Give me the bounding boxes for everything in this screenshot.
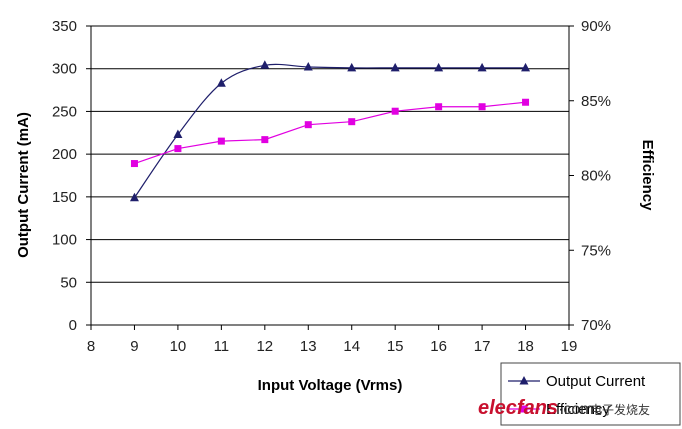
x-tick-label: 10 [170, 338, 187, 355]
legend: Output Current Efficiency [500, 362, 681, 426]
legend-swatch-marker [520, 405, 528, 413]
x-tick-label: 11 [214, 338, 230, 355]
grid-lines [91, 68, 569, 283]
y-tick-label: 50 [60, 274, 77, 291]
y2-tick-label: 75% [581, 242, 611, 259]
data-point-output-current [390, 62, 400, 72]
legend-label: Output Current [546, 373, 646, 390]
data-point-efficiency [217, 137, 225, 145]
data-point-output-current [129, 192, 139, 202]
data-point-efficiency [348, 118, 356, 126]
data-point-efficiency [130, 160, 138, 168]
x-tick-label: 8 [87, 338, 95, 355]
data-point-efficiency [304, 121, 312, 129]
y2-axis-ticks: 70% 75% 80% 85% 90% [569, 18, 611, 334]
watermark: elecfans·com 电子发烧友 [478, 397, 650, 419]
y-tick-label: 250 [52, 103, 77, 120]
data-point-efficiency [261, 136, 269, 144]
data-point-output-current [521, 62, 531, 72]
x-tick-label: 12 [256, 338, 273, 355]
y2-tick-label: 85% [581, 93, 611, 110]
watermark-brand: elecfans·com [478, 397, 594, 419]
series-line-efficiency [134, 101, 526, 165]
x-tick-label: 14 [343, 338, 360, 355]
watermark-chinese: 电子发烧友 [590, 402, 650, 417]
legend-item-output-current: Output Current [508, 373, 646, 390]
y-tick-label: 100 [52, 232, 77, 249]
y-axis-title: Output Current (mA) [15, 112, 32, 258]
x-tick-label: 9 [130, 338, 138, 355]
x-tick-label: 13 [300, 338, 317, 355]
y-tick-label: 300 [52, 61, 77, 78]
legend-label: Efficiency [546, 401, 610, 418]
legend-swatch-marker [519, 376, 529, 385]
data-point-efficiency [435, 103, 443, 111]
legend-box [500, 362, 681, 426]
data-point-efficiency [522, 98, 530, 106]
x-tick-label: 18 [517, 338, 534, 355]
data-point-output-current [216, 78, 226, 87]
data-point-output-current [347, 62, 357, 72]
x-axis-title: Input Voltage (Vrms) [258, 377, 403, 394]
y-axis-ticks: 0 50 100 150 200 250 300 350 [52, 18, 91, 334]
y2-tick-label: 90% [581, 18, 611, 35]
x-tick-label: 17 [474, 338, 491, 355]
x-tick-label: 16 [430, 338, 447, 355]
y-tick-label: 0 [69, 317, 77, 334]
plot-area-frame [90, 25, 570, 326]
y-tick-label: 200 [52, 146, 77, 163]
y2-tick-label: 70% [581, 317, 611, 334]
watermark-suffix: ·com [558, 401, 594, 418]
y2-axis-title: Efficiency [639, 140, 656, 212]
data-point-efficiency [478, 103, 486, 111]
y-tick-label: 350 [52, 18, 77, 35]
data-point-output-current [434, 62, 444, 72]
data-point-output-current [260, 60, 270, 69]
data-point-efficiency [174, 145, 182, 153]
data-point-output-current [173, 129, 183, 138]
data-point-output-current [477, 62, 487, 72]
data-point-efficiency [391, 107, 399, 115]
data-point-output-current [303, 62, 313, 71]
x-tick-label: 19 [561, 338, 578, 355]
y-tick-label: 150 [52, 189, 77, 206]
x-tick-label: 15 [387, 338, 404, 355]
y2-tick-label: 80% [581, 168, 611, 185]
series-output-current [129, 60, 531, 202]
legend-item-efficiency: Efficiency [508, 401, 610, 418]
series-layer [129, 60, 531, 202]
x-axis-ticks: 8 9 10 11 12 13 14 15 16 17 18 19 [87, 325, 578, 355]
series-efficiency [130, 98, 530, 168]
series-line-output-current [133, 63, 526, 199]
